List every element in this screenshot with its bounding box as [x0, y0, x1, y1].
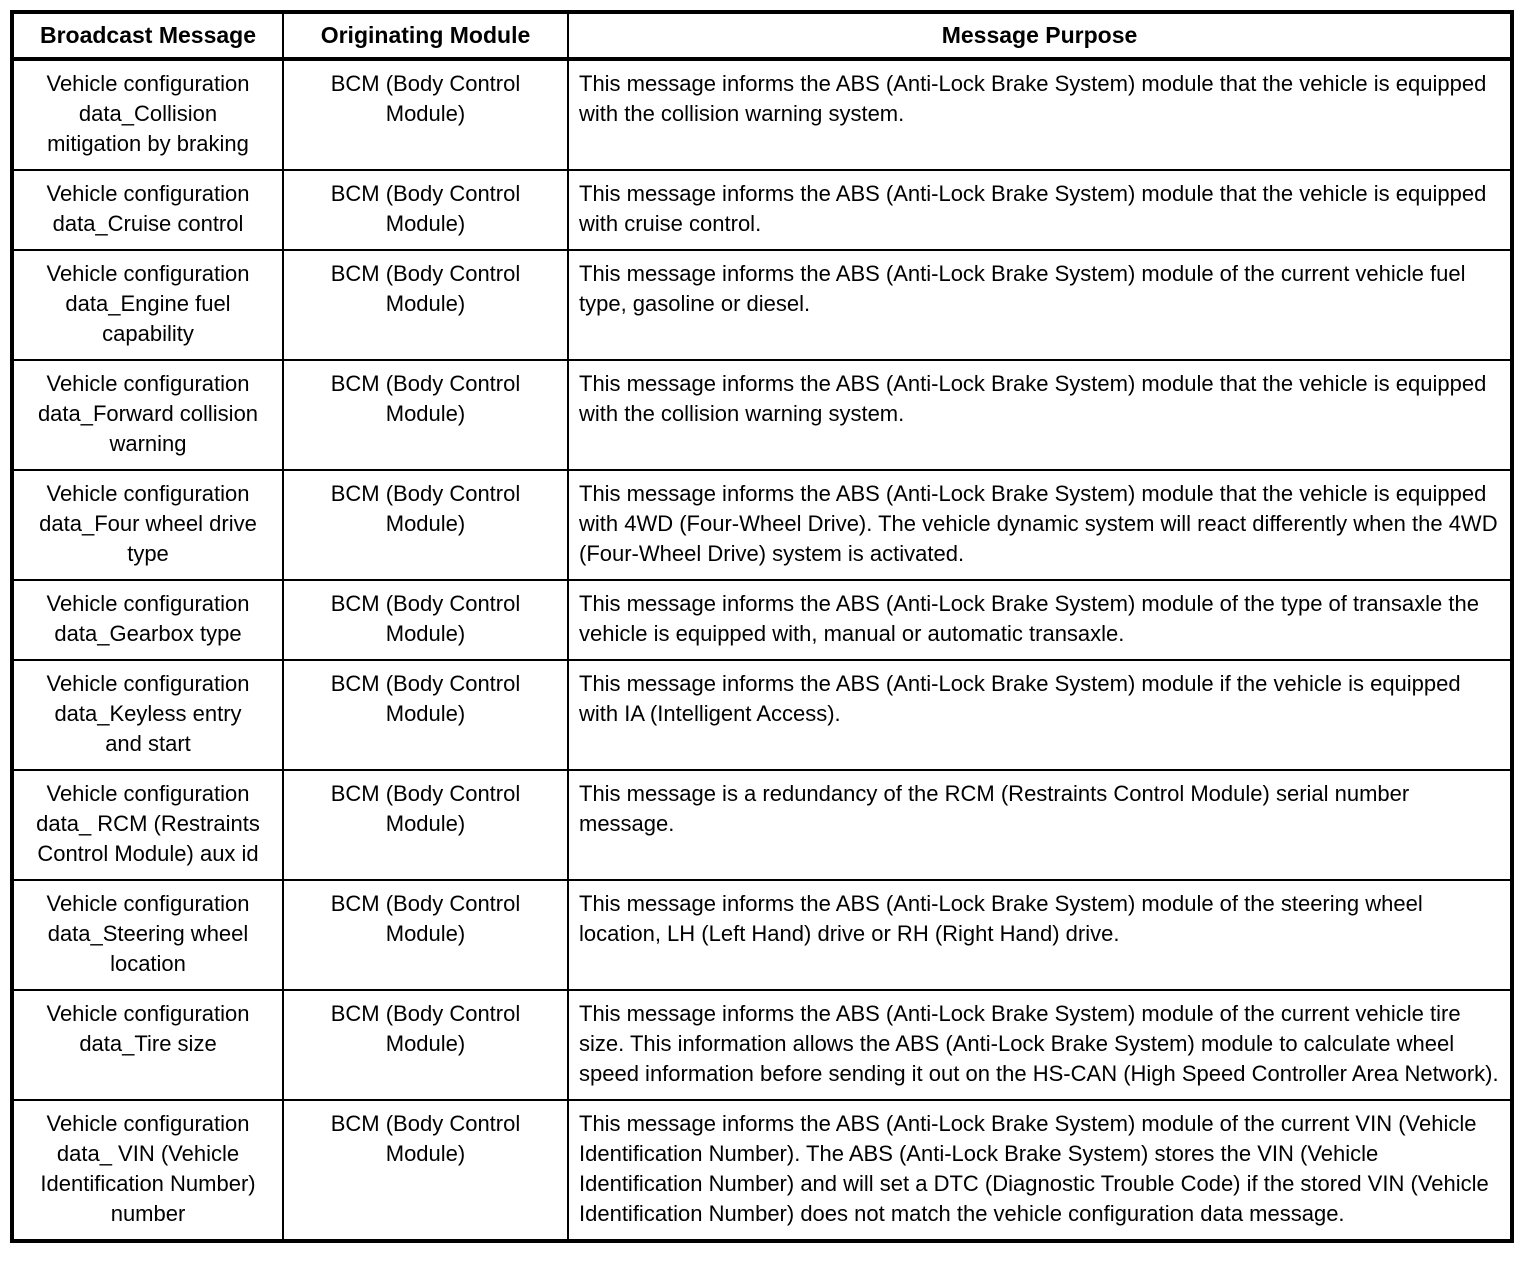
- table-row: Vehicle configuration data_Engine fuel c…: [11, 249, 1513, 361]
- broadcast-messages-table: Broadcast Message Originating Module Mes…: [10, 10, 1514, 1243]
- originating-module-cell: BCM (Body Control Module): [282, 58, 569, 171]
- table-row: Vehicle configuration data_Tire size BCM…: [11, 989, 1513, 1101]
- originating-module-cell: BCM (Body Control Module): [282, 249, 569, 361]
- originating-module-cell: BCM (Body Control Module): [282, 469, 569, 581]
- message-purpose-cell: This message informs the ABS (Anti-Lock …: [567, 469, 1513, 581]
- originating-module-cell: BCM (Body Control Module): [282, 169, 569, 251]
- broadcast-message-cell: Vehicle configuration data_Steering whee…: [11, 879, 284, 991]
- table-row: Vehicle configuration data_Four wheel dr…: [11, 469, 1513, 581]
- table-row: Vehicle configuration data_Keyless entry…: [11, 659, 1513, 771]
- broadcast-message-cell: Vehicle configuration data_Collision mit…: [11, 58, 284, 171]
- header-row: Broadcast Message Originating Module Mes…: [11, 11, 1513, 61]
- broadcast-message-cell: Vehicle configuration data_Keyless entry…: [11, 659, 284, 771]
- message-purpose-cell: This message informs the ABS (Anti-Lock …: [567, 249, 1513, 361]
- originating-module-cell: BCM (Body Control Module): [282, 659, 569, 771]
- message-purpose-cell: This message informs the ABS (Anti-Lock …: [567, 879, 1513, 991]
- table-row: Vehicle configuration data_ VIN (Vehicle…: [11, 1099, 1513, 1242]
- table-row: Vehicle configuration data_Collision mit…: [11, 58, 1513, 171]
- col-header-broadcast-message: Broadcast Message: [11, 11, 284, 61]
- message-purpose-cell: This message informs the ABS (Anti-Lock …: [567, 359, 1513, 471]
- message-purpose-cell: This message informs the ABS (Anti-Lock …: [567, 989, 1513, 1101]
- message-purpose-cell: This message informs the ABS (Anti-Lock …: [567, 1099, 1513, 1242]
- originating-module-cell: BCM (Body Control Module): [282, 769, 569, 881]
- table-row: Vehicle configuration data_ RCM (Restrai…: [11, 769, 1513, 881]
- col-header-originating-module: Originating Module: [282, 11, 569, 61]
- message-purpose-cell: This message informs the ABS (Anti-Lock …: [567, 659, 1513, 771]
- table-row: Vehicle configuration data_Gearbox type …: [11, 579, 1513, 661]
- message-purpose-cell: This message informs the ABS (Anti-Lock …: [567, 169, 1513, 251]
- originating-module-cell: BCM (Body Control Module): [282, 879, 569, 991]
- broadcast-message-cell: Vehicle configuration data_ VIN (Vehicle…: [11, 1099, 284, 1242]
- table-row: Vehicle configuration data_Steering whee…: [11, 879, 1513, 991]
- broadcast-message-cell: Vehicle configuration data_Gearbox type: [11, 579, 284, 661]
- originating-module-cell: BCM (Body Control Module): [282, 579, 569, 661]
- broadcast-message-cell: Vehicle configuration data_Engine fuel c…: [11, 249, 284, 361]
- originating-module-cell: BCM (Body Control Module): [282, 359, 569, 471]
- broadcast-message-cell: Vehicle configuration data_Cruise contro…: [11, 169, 284, 251]
- broadcast-message-cell: Vehicle configuration data_Forward colli…: [11, 359, 284, 471]
- broadcast-message-cell: Vehicle configuration data_ RCM (Restrai…: [11, 769, 284, 881]
- originating-module-cell: BCM (Body Control Module): [282, 1099, 569, 1242]
- broadcast-message-cell: Vehicle configuration data_Four wheel dr…: [11, 469, 284, 581]
- message-purpose-cell: This message informs the ABS (Anti-Lock …: [567, 58, 1513, 171]
- broadcast-message-cell: Vehicle configuration data_Tire size: [11, 989, 284, 1101]
- message-purpose-cell: This message informs the ABS (Anti-Lock …: [567, 579, 1513, 661]
- col-header-message-purpose: Message Purpose: [567, 11, 1513, 61]
- table-row: Vehicle configuration data_Forward colli…: [11, 359, 1513, 471]
- message-purpose-cell: This message is a redundancy of the RCM …: [567, 769, 1513, 881]
- originating-module-cell: BCM (Body Control Module): [282, 989, 569, 1101]
- table-row: Vehicle configuration data_Cruise contro…: [11, 169, 1513, 251]
